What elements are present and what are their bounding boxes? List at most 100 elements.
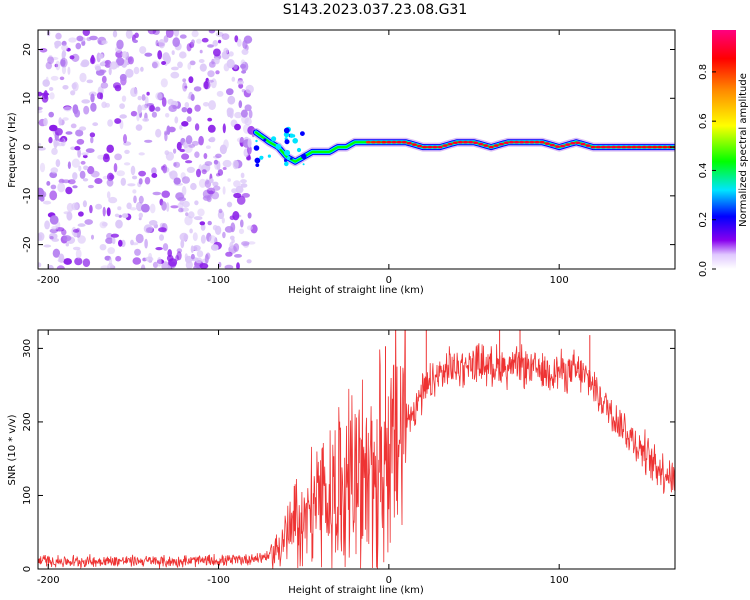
noise-blob <box>205 145 211 149</box>
noise-blob <box>149 203 156 214</box>
noise-blob <box>225 251 233 257</box>
noise-blob <box>208 100 217 111</box>
noise-blob <box>181 107 188 113</box>
ridge-peak <box>442 144 448 147</box>
noise-blob <box>77 235 86 244</box>
noise-blob <box>236 195 246 205</box>
noise-blob <box>131 242 139 246</box>
noise-blob <box>54 40 62 47</box>
noise-blob <box>108 67 112 76</box>
snr-series-line <box>38 330 675 569</box>
noise-blob <box>67 179 76 185</box>
x-tick-label: -100 <box>207 575 230 586</box>
onset-point <box>301 153 307 160</box>
snr-ylabel: SNR (10 * v/v) <box>7 414 18 485</box>
noise-blob <box>202 102 210 107</box>
ridge-peak <box>483 144 489 147</box>
noise-blob <box>126 202 132 210</box>
noise-blob <box>164 131 168 142</box>
noise-blob <box>165 30 174 38</box>
noise-blob <box>74 109 81 118</box>
noise-blob <box>244 104 252 112</box>
noise-blob <box>121 95 127 102</box>
noise-blob <box>223 139 229 150</box>
noise-blob <box>203 80 211 90</box>
noise-blob <box>101 40 108 45</box>
noise-blob <box>104 59 112 68</box>
noise-blob <box>144 139 153 143</box>
noise-blob <box>130 165 136 176</box>
noise-blob <box>152 191 162 196</box>
noise-blob <box>162 243 169 251</box>
noise-blob <box>240 219 244 228</box>
noise-blob <box>179 124 183 130</box>
noise-blob <box>49 236 54 240</box>
noise-blob <box>106 178 114 187</box>
noise-blob <box>130 87 138 97</box>
noise-blob <box>178 207 184 213</box>
onset-point <box>296 147 302 153</box>
noise-blob <box>181 185 187 196</box>
ridge-peak <box>641 145 647 149</box>
noise-blob <box>71 82 77 90</box>
onset-point <box>302 163 305 166</box>
colorbar-tick-label: 0.4 <box>698 162 709 178</box>
noise-blob <box>75 129 84 137</box>
noise-blob <box>212 181 219 187</box>
noise-blob <box>238 100 243 109</box>
noise-blob <box>98 40 102 45</box>
noise-blob <box>123 134 127 144</box>
noise-blob <box>76 138 85 145</box>
noise-blob <box>61 44 69 51</box>
spectrogram-xlabel: Height of straight line (km) <box>288 285 424 296</box>
noise-blob <box>242 39 248 49</box>
noise-blob <box>181 176 190 184</box>
noise-blob <box>214 225 222 235</box>
noise-blob <box>199 221 206 226</box>
noise-blob <box>188 144 196 148</box>
noise-blob <box>59 76 65 81</box>
ridge-peak <box>657 145 663 149</box>
noise-blob <box>114 153 122 161</box>
noise-blob <box>51 238 60 242</box>
noise-blob <box>123 162 131 166</box>
onset-point <box>289 133 294 138</box>
noise-blob <box>116 57 125 66</box>
noise-blob <box>228 51 234 57</box>
noise-blob <box>190 245 194 253</box>
noise-blob <box>247 212 252 219</box>
ridge-peak <box>590 145 596 149</box>
ridge-peak <box>396 140 402 144</box>
noise-blob <box>222 123 226 134</box>
ridge-peak <box>417 144 422 148</box>
onset-point <box>259 155 264 160</box>
ridge-peak <box>524 140 530 144</box>
noise-blob <box>158 39 166 49</box>
noise-blob <box>121 213 129 219</box>
noise-blob <box>234 35 239 43</box>
ridge-peak <box>667 145 673 149</box>
noise-blob <box>115 219 123 229</box>
noise-blob <box>120 177 127 186</box>
noise-blob <box>155 106 161 112</box>
ridge-peak <box>422 145 428 149</box>
spectrogram-ylabel: Frequency (Hz) <box>7 112 18 188</box>
ridge-peak <box>391 140 397 144</box>
noise-blob <box>46 181 51 186</box>
noise-blob <box>203 153 208 159</box>
noise-blob <box>114 213 120 218</box>
noise-blob <box>155 247 163 251</box>
noise-blob <box>81 152 89 156</box>
ridge-peak <box>621 145 627 149</box>
noise-blob <box>105 237 114 244</box>
onset-point <box>275 143 282 150</box>
onset-point <box>255 163 260 168</box>
noise-blob <box>57 182 66 193</box>
noise-blob <box>38 233 42 241</box>
onset-point <box>286 156 290 160</box>
noise-blob <box>63 258 72 265</box>
noise-blob <box>191 39 195 45</box>
noise-blob <box>133 195 137 204</box>
noise-blob <box>189 60 196 66</box>
noise-blob <box>246 259 252 264</box>
